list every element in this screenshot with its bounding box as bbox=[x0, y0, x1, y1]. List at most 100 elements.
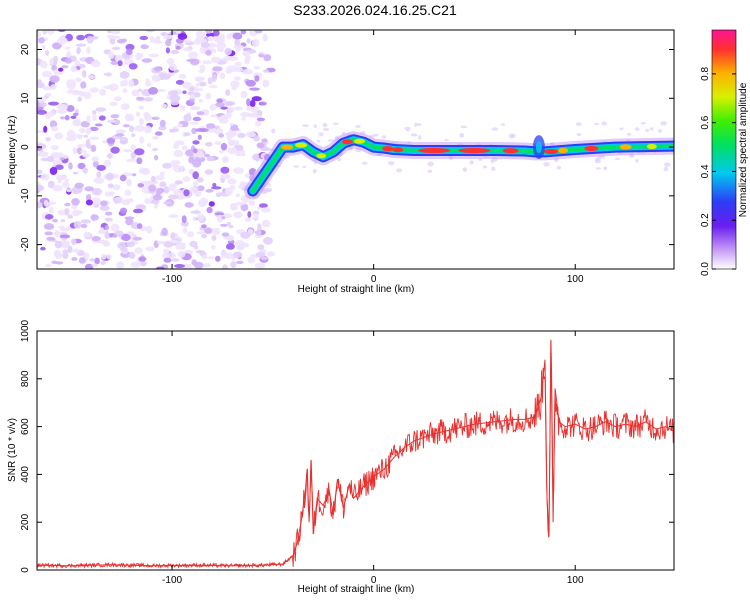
noise-blob bbox=[37, 82, 45, 89]
noise-blob bbox=[110, 30, 120, 35]
noise-blob bbox=[151, 74, 161, 83]
noise-blob bbox=[43, 223, 55, 230]
noise-blob bbox=[148, 87, 159, 95]
signal-hotspot bbox=[502, 148, 519, 154]
noise-blob bbox=[212, 66, 223, 72]
noise-blob bbox=[256, 117, 265, 122]
noise-blob bbox=[45, 92, 52, 97]
noise-blob bbox=[215, 255, 221, 262]
noise-blob bbox=[182, 176, 191, 182]
noise-blob bbox=[160, 73, 171, 80]
noise-blob bbox=[469, 160, 474, 165]
noise-blob bbox=[125, 118, 135, 122]
noise-blob bbox=[139, 35, 149, 41]
noise-blob bbox=[227, 147, 238, 155]
signal-hotspot bbox=[558, 147, 569, 154]
noise-blob bbox=[131, 133, 136, 138]
noise-blob bbox=[192, 171, 199, 180]
noise-blob bbox=[61, 65, 69, 69]
noise-blob bbox=[634, 127, 640, 132]
colorbar-tick-label: 0.0 bbox=[700, 262, 711, 276]
noise-blob bbox=[83, 134, 89, 138]
noise-blob bbox=[316, 139, 321, 143]
noise-blob bbox=[52, 184, 63, 192]
noise-blob bbox=[212, 30, 220, 37]
noise-blob bbox=[198, 69, 205, 74]
noise-blob bbox=[173, 189, 184, 196]
noise-blob bbox=[220, 223, 228, 227]
noise-blob bbox=[246, 38, 251, 44]
noise-blob bbox=[229, 127, 240, 131]
noise-blob bbox=[322, 128, 330, 131]
noise-blob bbox=[49, 110, 55, 117]
noise-blob bbox=[214, 212, 225, 216]
noise-blob bbox=[144, 125, 152, 134]
noise-blob bbox=[227, 178, 237, 185]
noise-blob bbox=[240, 90, 248, 99]
noise-blob bbox=[47, 180, 55, 189]
noise-blob bbox=[80, 219, 91, 224]
noise-blob bbox=[103, 72, 112, 76]
signal-hotspot bbox=[646, 143, 657, 150]
noise-blob bbox=[76, 34, 85, 41]
noise-blob bbox=[120, 103, 130, 110]
signal-hotspot bbox=[458, 147, 491, 154]
noise-blob bbox=[170, 232, 176, 240]
noise-blob bbox=[410, 133, 418, 137]
noise-blob bbox=[234, 61, 242, 67]
noise-blob bbox=[155, 89, 167, 92]
noise-blob bbox=[253, 213, 259, 220]
noise-blob bbox=[132, 208, 144, 214]
noise-blob bbox=[162, 162, 172, 169]
noise-blob bbox=[175, 79, 185, 85]
noise-blob bbox=[360, 131, 366, 135]
noise-blob bbox=[387, 161, 395, 166]
noise-blob bbox=[80, 81, 87, 89]
noise-blob bbox=[135, 204, 146, 210]
noise-blob bbox=[660, 121, 667, 126]
noise-blob bbox=[121, 233, 131, 242]
noise-blob bbox=[161, 103, 168, 109]
noise-blob bbox=[146, 225, 153, 234]
noise-blob bbox=[334, 136, 340, 141]
noise-blob bbox=[82, 167, 88, 174]
noise-blob bbox=[618, 152, 622, 155]
noise-blob bbox=[241, 194, 251, 203]
noise-blob bbox=[95, 107, 107, 112]
noise-blob bbox=[158, 125, 167, 131]
noise-blob bbox=[459, 132, 465, 138]
noise-blob bbox=[51, 126, 59, 132]
noise-blob bbox=[99, 205, 110, 211]
noise-blob bbox=[106, 34, 115, 39]
noise-blob bbox=[109, 101, 118, 107]
noise-blob bbox=[169, 239, 180, 244]
noise-blob bbox=[52, 159, 63, 166]
noise-blob bbox=[543, 162, 550, 167]
noise-blob bbox=[376, 153, 383, 157]
chart-title: S233.2026.024.16.25.C21 bbox=[293, 2, 457, 18]
noise-blob bbox=[169, 94, 181, 102]
noise-blob bbox=[258, 203, 268, 208]
noise-blob bbox=[71, 257, 78, 261]
noise-blob bbox=[211, 235, 217, 241]
noise-blob bbox=[206, 206, 213, 214]
noise-blob bbox=[83, 91, 92, 100]
noise-blob bbox=[170, 160, 181, 165]
noise-blob bbox=[79, 91, 86, 97]
noise-blob bbox=[91, 236, 101, 242]
noise-blob bbox=[247, 256, 256, 264]
noise-blob bbox=[172, 165, 184, 173]
noise-blob bbox=[115, 129, 126, 134]
noise-blob bbox=[227, 106, 235, 114]
noise-blob bbox=[228, 225, 234, 229]
noise-blob bbox=[131, 89, 140, 97]
noise-blob bbox=[64, 178, 70, 182]
noise-blob bbox=[263, 54, 272, 62]
noise-blob bbox=[640, 122, 646, 125]
noise-blob bbox=[193, 39, 202, 45]
noise-blob bbox=[54, 43, 61, 50]
noise-blob bbox=[138, 167, 148, 175]
noise-blob bbox=[156, 240, 165, 245]
noise-blob bbox=[64, 208, 70, 216]
